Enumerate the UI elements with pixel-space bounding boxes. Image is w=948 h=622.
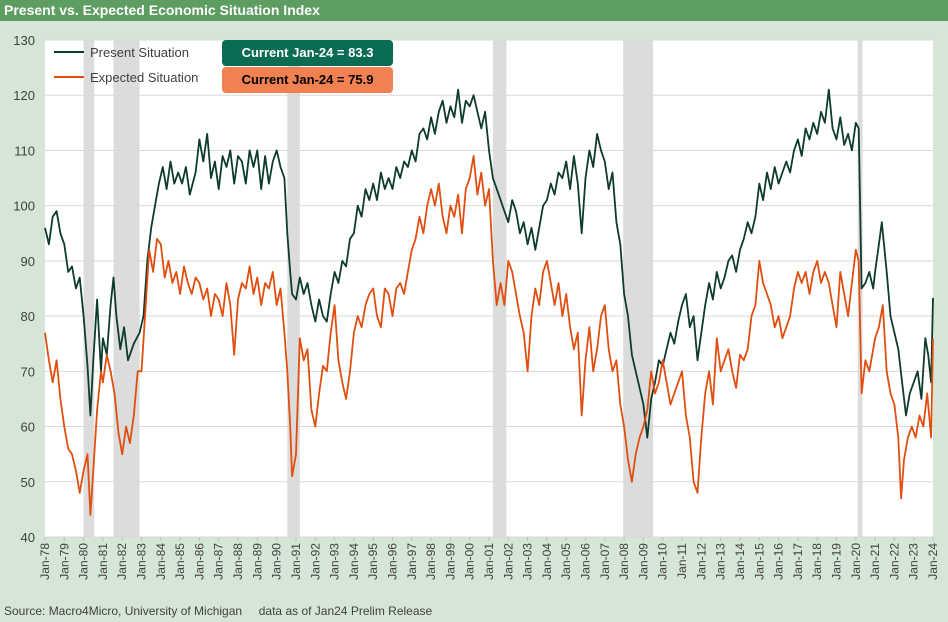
y-tick-label: 80	[21, 309, 35, 324]
x-tick-label: Jan-13	[714, 543, 728, 580]
x-tick-label: Jan-03	[521, 543, 535, 580]
x-tick-label: Jan-84	[154, 543, 168, 580]
x-tick-label: Jan-81	[96, 543, 110, 580]
series-line-expected	[44, 155, 934, 516]
x-tick-label: Jan-24	[926, 543, 940, 580]
x-tick-label: Jan-90	[270, 543, 284, 580]
chart-title: Present vs. Expected Economic Situation …	[4, 2, 320, 18]
x-tick-label: Jan-08	[617, 543, 631, 580]
x-tick-label: Jan-87	[212, 543, 226, 580]
callout-present: Current Jan-24 = 83.3	[222, 40, 393, 66]
x-tick-label: Jan-92	[308, 543, 322, 580]
x-tick-label: Jan-02	[501, 543, 515, 580]
y-tick-label: 60	[21, 420, 35, 435]
x-tick-label: Jan-05	[559, 543, 573, 580]
y-tick-label: 50	[21, 475, 35, 490]
x-tick-label: Jan-06	[579, 543, 593, 580]
x-tick-label: Jan-01	[482, 543, 496, 580]
title-bar: Present vs. Expected Economic Situation …	[0, 0, 948, 21]
x-axis-ticks: Jan-78 Jan-79 Jan-80 Jan-81 Jan-82 Jan-83 Jan-…	[38, 537, 940, 580]
x-tick-label: Jan-07	[598, 543, 612, 580]
y-tick-label: 40	[21, 530, 35, 545]
x-tick-label: Jan-23	[907, 543, 921, 580]
x-tick-label: Jan-83	[135, 543, 149, 580]
x-tick-label: Jan-96	[385, 543, 399, 580]
legend-expected-label: Expected Situation	[90, 70, 198, 85]
x-tick-label: Jan-11	[675, 543, 689, 579]
x-tick-label: Jan-98	[424, 543, 438, 580]
y-axis-ticks: 40 50 60 70 80 90 100 110 120 130	[13, 33, 35, 545]
x-tick-label: Jan-95	[366, 543, 380, 580]
recession-band-1	[113, 40, 140, 537]
x-tick-label: Jan-86	[192, 543, 206, 580]
x-tick-label: Jan-10	[656, 543, 670, 580]
x-tick-label: Jan-97	[405, 543, 419, 580]
callout-expected: Current Jan-24 = 75.9	[222, 67, 393, 93]
y-tick-label: 100	[13, 199, 35, 214]
y-tick-label: 120	[13, 88, 35, 103]
series-lines	[44, 88, 934, 516]
x-tick-label: Jan-21	[868, 543, 882, 580]
x-tick-label: Jan-15	[752, 543, 766, 580]
x-tick-label: Jan-14	[733, 543, 747, 580]
series-line-present	[44, 88, 934, 439]
x-tick-label: Jan-12	[694, 543, 708, 580]
source-note: Source: Macro4Micro, University of Michi…	[4, 604, 433, 618]
legend: Present Situation Expected Situation	[54, 45, 198, 85]
y-tick-label: 130	[13, 33, 35, 48]
x-tick-label: Jan-78	[38, 543, 52, 580]
x-tick-label: Jan-82	[115, 543, 129, 580]
gridlines	[45, 39, 933, 538]
x-tick-label: Jan-18	[810, 543, 824, 580]
x-tick-label: Jan-09	[636, 543, 650, 580]
y-tick-label: 110	[14, 143, 35, 158]
x-tick-label: Jan-91	[289, 543, 303, 580]
y-tick-label: 70	[21, 364, 35, 379]
x-tick-label: Jan-94	[347, 543, 361, 580]
x-tick-label: Jan-80	[77, 543, 91, 580]
x-tick-label: Jan-19	[829, 543, 843, 580]
x-tick-label: Jan-88	[231, 543, 245, 580]
x-tick-label: Jan-79	[57, 543, 71, 580]
x-tick-label: Jan-04	[540, 543, 554, 580]
x-tick-label: Jan-00	[463, 543, 477, 580]
legend-present-label: Present Situation	[90, 45, 189, 60]
x-tick-label: Jan-22	[887, 543, 901, 580]
x-tick-label: Jan-89	[250, 543, 264, 580]
x-tick-label: Jan-99	[443, 543, 457, 580]
x-tick-label: Jan-16	[772, 543, 786, 580]
x-tick-label: Jan-20	[849, 543, 863, 580]
x-tick-label: Jan-17	[791, 543, 805, 580]
recession-band-0	[83, 40, 95, 537]
x-tick-label: Jan-85	[173, 543, 187, 580]
y-tick-label: 90	[21, 254, 35, 269]
x-tick-label: Jan-93	[328, 543, 342, 580]
